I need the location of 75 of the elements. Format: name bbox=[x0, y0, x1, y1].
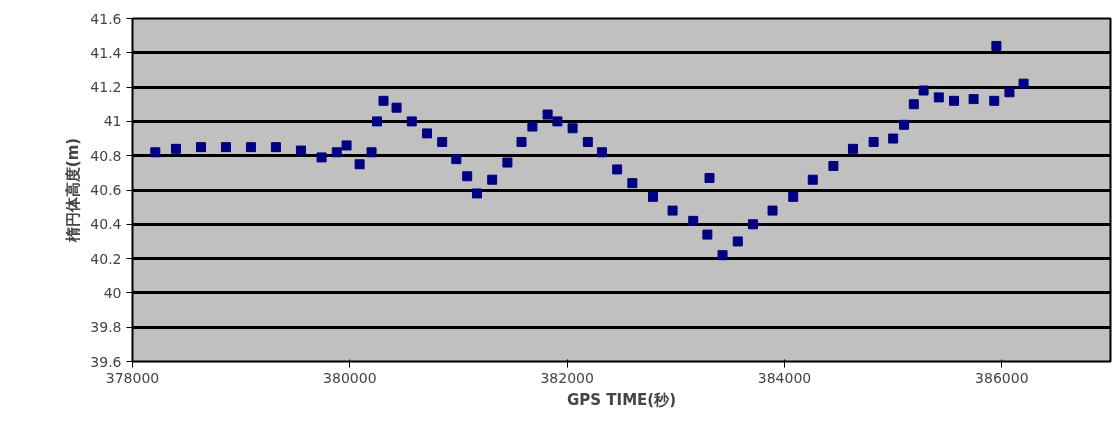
y-tick-label: 41.6 bbox=[90, 10, 122, 27]
x-tick-label: 380000 bbox=[323, 369, 377, 386]
point bbox=[717, 250, 728, 261]
point bbox=[888, 133, 899, 144]
point bbox=[788, 191, 799, 202]
x-tick-label: 386000 bbox=[975, 369, 1029, 386]
point bbox=[406, 116, 417, 127]
point bbox=[908, 99, 919, 110]
point bbox=[502, 157, 513, 168]
y-tick-label: 40.2 bbox=[90, 250, 122, 267]
point bbox=[378, 95, 389, 106]
point bbox=[868, 136, 879, 147]
point bbox=[627, 178, 638, 189]
point bbox=[527, 121, 538, 132]
point bbox=[471, 188, 482, 199]
point bbox=[702, 229, 713, 240]
point bbox=[341, 140, 352, 151]
y-tick-label: 40 bbox=[103, 284, 122, 301]
point bbox=[487, 174, 498, 185]
point bbox=[421, 128, 432, 139]
point bbox=[516, 136, 527, 147]
point bbox=[949, 95, 960, 106]
point bbox=[270, 142, 281, 153]
point bbox=[391, 102, 402, 113]
point bbox=[828, 160, 839, 171]
point bbox=[933, 92, 944, 103]
point bbox=[295, 145, 306, 156]
point bbox=[437, 136, 448, 147]
point bbox=[451, 154, 462, 165]
point bbox=[1018, 78, 1029, 89]
x-tick-label: 382000 bbox=[540, 369, 594, 386]
point bbox=[354, 159, 365, 170]
y-tick-label: 40.4 bbox=[90, 216, 122, 233]
point bbox=[331, 147, 342, 158]
x-tick-label: 384000 bbox=[757, 369, 812, 386]
point bbox=[918, 85, 929, 96]
y-tick-label: 41 bbox=[103, 113, 122, 130]
point bbox=[150, 147, 161, 158]
point bbox=[552, 116, 563, 127]
point bbox=[195, 142, 206, 153]
point bbox=[807, 174, 818, 185]
y-axis-title: 楕円体高度(m) bbox=[64, 137, 83, 244]
y-tick-label: 39.8 bbox=[90, 319, 122, 336]
point bbox=[989, 95, 1000, 106]
point bbox=[847, 143, 858, 154]
y-tick-label: 40.6 bbox=[90, 182, 122, 198]
point bbox=[462, 171, 473, 182]
point bbox=[170, 143, 181, 154]
point bbox=[582, 136, 593, 147]
point bbox=[366, 147, 377, 158]
x-tick-label: 378000 bbox=[105, 369, 160, 386]
point bbox=[667, 205, 678, 216]
point bbox=[767, 205, 778, 216]
point bbox=[567, 123, 578, 134]
point bbox=[1004, 87, 1015, 98]
y-tick-label: 41.4 bbox=[90, 44, 122, 61]
point bbox=[899, 119, 910, 130]
point bbox=[968, 94, 979, 105]
point bbox=[688, 215, 699, 226]
point bbox=[747, 219, 758, 230]
point bbox=[220, 142, 231, 153]
point bbox=[316, 152, 327, 163]
x-axis-title: GPS TIME(秒) bbox=[566, 390, 677, 409]
point bbox=[596, 147, 607, 158]
y-tick-label: 39.6 bbox=[90, 353, 122, 370]
y-tick-label: 41.2 bbox=[90, 79, 122, 96]
point bbox=[372, 116, 382, 127]
point bbox=[732, 236, 743, 247]
point bbox=[612, 164, 623, 175]
point bbox=[542, 109, 553, 120]
point bbox=[991, 40, 1002, 51]
point bbox=[704, 172, 715, 183]
point bbox=[648, 191, 659, 202]
y-tick-label: 40.8 bbox=[90, 147, 122, 164]
point bbox=[245, 142, 256, 153]
